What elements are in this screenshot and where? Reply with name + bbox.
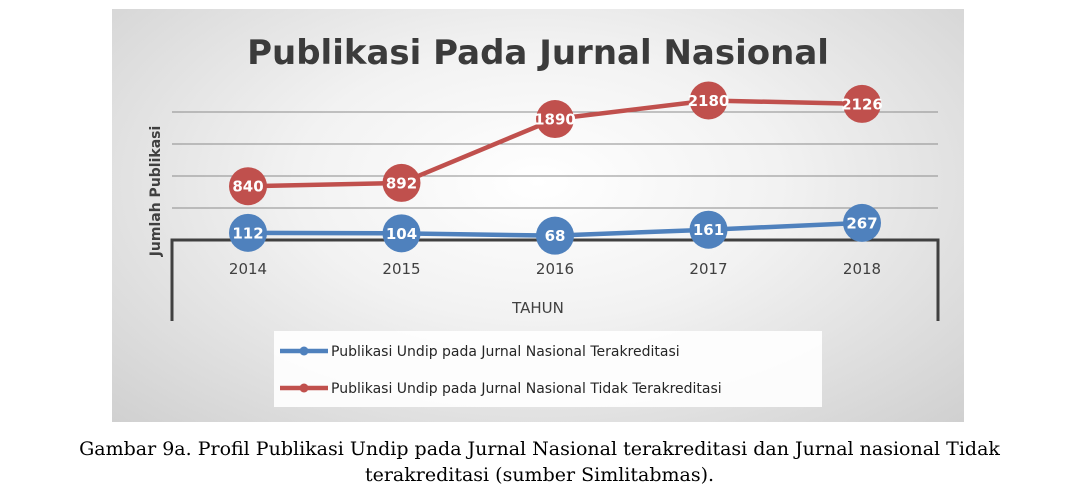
legend: Publikasi Undip pada Jurnal Nasional Ter… <box>274 331 822 407</box>
data-point <box>229 213 267 252</box>
x-tick-labels: 2014 2015 2016 2017 2018 <box>229 260 881 278</box>
series-2: 840 892 1890 2180 2126 <box>229 81 883 206</box>
data-point <box>536 100 574 139</box>
data-label: 68 <box>545 227 566 245</box>
data-point <box>689 210 728 249</box>
chart-area: Publikasi Pada Jurnal Nasional Jumlah Pu… <box>112 9 964 422</box>
data-point <box>536 216 574 255</box>
data-label: 104 <box>386 225 417 243</box>
data-point <box>689 81 728 120</box>
data-label: 1890 <box>534 111 576 129</box>
figure-caption: Gambar 9a. Profil Publikasi Undip pada J… <box>0 436 1079 488</box>
data-point <box>843 84 881 123</box>
data-label: 840 <box>232 178 263 196</box>
legend-box <box>274 331 822 407</box>
data-label: 892 <box>386 174 417 192</box>
data-label: 161 <box>693 221 724 239</box>
data-label: 112 <box>232 224 263 242</box>
line-chart: Publikasi Pada Jurnal Nasional Jumlah Pu… <box>148 33 940 407</box>
data-label: 267 <box>846 214 877 232</box>
x-tick-label: 2017 <box>689 260 727 278</box>
data-label: 2180 <box>688 92 730 110</box>
chart-title: Publikasi Pada Jurnal Nasional <box>247 33 829 73</box>
x-tick-label: 2015 <box>382 260 420 278</box>
data-point <box>382 163 421 202</box>
legend-marker <box>299 346 309 356</box>
legend-marker <box>299 383 309 393</box>
x-tick-label: 2016 <box>536 260 574 278</box>
data-point <box>843 203 881 242</box>
x-tick-label: 2018 <box>843 260 881 278</box>
series-1: 112 104 68 161 267 <box>229 203 881 255</box>
x-axis-label: TAHUN <box>511 299 564 317</box>
data-point <box>382 214 421 253</box>
legend-label: Publikasi Undip pada Jurnal Nasional Ter… <box>331 344 680 360</box>
legend-label: Publikasi Undip pada Jurnal Nasional Tid… <box>331 381 722 397</box>
data-point <box>229 167 267 206</box>
data-label: 2126 <box>841 95 883 113</box>
caption-line-1: Gambar 9a. Profil Publikasi Undip pada J… <box>79 438 1000 460</box>
series-lines: 112 104 68 161 267 840 892 1890 2180 2126 <box>229 81 883 255</box>
x-tick-label: 2014 <box>229 260 267 278</box>
y-axis-label: Jumlah Publikasi <box>148 126 164 258</box>
caption-line-2: terakreditasi (sumber Simlitabmas). <box>364 464 715 486</box>
